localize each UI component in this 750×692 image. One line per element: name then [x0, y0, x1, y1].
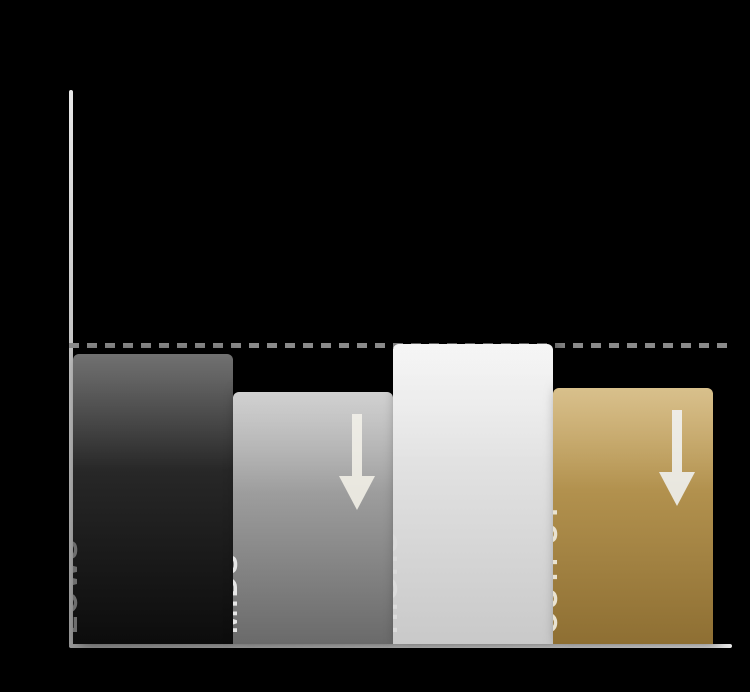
arrow-down-icon — [659, 410, 695, 506]
eq-bar-chart: LOWS MIDS HIGHS OUTPUT — [0, 0, 750, 692]
bars-area: LOWS MIDS HIGHS OUTPUT — [73, 90, 732, 644]
x-axis — [69, 644, 732, 648]
bar-label-output: OUTPUT — [553, 501, 565, 634]
bar-label-lows: LOWS — [73, 538, 85, 634]
bar-highs: HIGHS — [393, 344, 553, 644]
bar-lows: LOWS — [73, 354, 233, 644]
bar-mids: MIDS — [233, 392, 393, 644]
bar-output: OUTPUT — [553, 388, 713, 644]
bar-label-mids: MIDS — [233, 553, 245, 634]
bar-label-highs: HIGHS — [393, 531, 405, 634]
arrow-down-icon — [339, 414, 375, 510]
